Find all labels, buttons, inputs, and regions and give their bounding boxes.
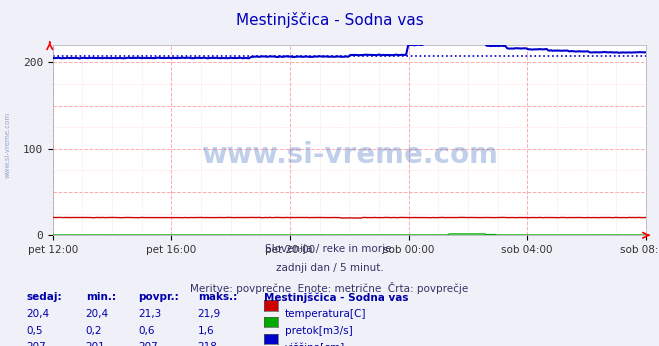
Text: Meritve: povprečne  Enote: metrične  Črta: povprečje: Meritve: povprečne Enote: metrične Črta:… <box>190 282 469 294</box>
Text: pretok[m3/s]: pretok[m3/s] <box>285 326 353 336</box>
Text: 0,6: 0,6 <box>138 326 155 336</box>
Text: Mestinjščica - Sodna vas: Mestinjščica - Sodna vas <box>264 292 408 303</box>
Text: 207: 207 <box>26 342 46 346</box>
Text: maks.:: maks.: <box>198 292 237 302</box>
Text: 21,3: 21,3 <box>138 309 161 319</box>
Text: 218: 218 <box>198 342 217 346</box>
Text: 21,9: 21,9 <box>198 309 221 319</box>
Text: Slovenija / reke in morje.: Slovenija / reke in morje. <box>264 244 395 254</box>
Text: zadnji dan / 5 minut.: zadnji dan / 5 minut. <box>275 263 384 273</box>
Text: www.si-vreme.com: www.si-vreme.com <box>5 112 11 179</box>
Text: 0,2: 0,2 <box>86 326 102 336</box>
Text: 20,4: 20,4 <box>26 309 49 319</box>
Text: viššina[cm]: viššina[cm] <box>285 342 345 346</box>
Text: 201: 201 <box>86 342 105 346</box>
Text: temperatura[C]: temperatura[C] <box>285 309 366 319</box>
Text: 207: 207 <box>138 342 158 346</box>
Text: Mestinjščica - Sodna vas: Mestinjščica - Sodna vas <box>236 12 423 28</box>
Text: sedaj:: sedaj: <box>26 292 62 302</box>
Text: 0,5: 0,5 <box>26 326 43 336</box>
Text: 20,4: 20,4 <box>86 309 109 319</box>
Text: povpr.:: povpr.: <box>138 292 179 302</box>
Text: www.si-vreme.com: www.si-vreme.com <box>201 142 498 169</box>
Text: 1,6: 1,6 <box>198 326 214 336</box>
Text: min.:: min.: <box>86 292 116 302</box>
